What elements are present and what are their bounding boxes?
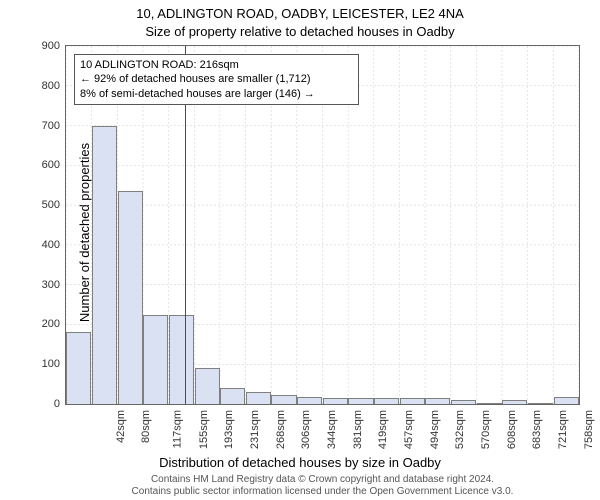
histogram-bar (92, 126, 117, 404)
y-tick-label: 0 (30, 398, 60, 410)
info-line3: 8% of semi-detached houses are larger (1… (80, 87, 353, 101)
chart-container: 10, ADLINGTON ROAD, OADBY, LEICESTER, LE… (0, 0, 600, 500)
histogram-bar (118, 191, 143, 404)
histogram-bar (271, 395, 296, 404)
attribution: Contains HM Land Registry data © Crown c… (65, 474, 580, 498)
x-tick-label: 494sqm (429, 410, 441, 449)
x-tick-label: 758sqm (583, 410, 595, 449)
chart-subtitle: Size of property relative to detached ho… (0, 24, 600, 39)
histogram-bar (502, 400, 527, 404)
x-axis-label: Distribution of detached houses by size … (0, 455, 600, 470)
histogram-bar (195, 368, 220, 404)
y-tick-label: 500 (30, 199, 60, 211)
x-tick-label: 80sqm (141, 410, 153, 443)
y-tick-label: 700 (30, 120, 60, 132)
histogram-bar (246, 392, 271, 404)
x-tick-label: 570sqm (480, 410, 492, 449)
histogram-bar (169, 315, 194, 405)
x-tick-label: 683sqm (531, 410, 543, 449)
x-tick-label: 419sqm (377, 410, 389, 449)
attribution-line1: Contains HM Land Registry data © Crown c… (65, 474, 580, 486)
x-tick-label: 381sqm (352, 410, 364, 449)
x-tick-label: 721sqm (557, 410, 569, 449)
histogram-bar (220, 388, 245, 404)
histogram-bar (143, 315, 168, 405)
x-tick-label: 457sqm (403, 410, 415, 449)
histogram-bar (528, 403, 553, 404)
x-tick-label: 231sqm (249, 410, 261, 449)
histogram-bar (374, 398, 399, 404)
info-box: 10 ADLINGTON ROAD: 216sqm ← 92% of detac… (74, 54, 359, 105)
histogram-bar (348, 398, 373, 404)
chart-title-address: 10, ADLINGTON ROAD, OADBY, LEICESTER, LE… (0, 6, 600, 21)
y-tick-label: 200 (30, 318, 60, 330)
x-tick-label: 155sqm (198, 410, 210, 449)
x-tick-label: 193sqm (224, 410, 236, 449)
y-tick-label: 100 (30, 358, 60, 370)
histogram-bar (323, 398, 348, 404)
attribution-line2: Contains public sector information licen… (65, 486, 580, 498)
x-tick-label: 117sqm (171, 410, 183, 448)
histogram-bar (451, 400, 476, 404)
plot-area: 10 ADLINGTON ROAD: 216sqm ← 92% of detac… (65, 45, 580, 405)
histogram-bar (400, 398, 425, 404)
x-tick-label: 306sqm (301, 410, 313, 449)
y-tick-label: 800 (30, 80, 60, 92)
y-tick-label: 900 (30, 40, 60, 52)
histogram-bar (66, 332, 91, 404)
y-tick-label: 400 (30, 239, 60, 251)
x-tick-label: 42sqm (115, 410, 127, 443)
histogram-bar (425, 398, 450, 404)
histogram-bar (554, 397, 579, 404)
info-line2: ← 92% of detached houses are smaller (1,… (80, 72, 353, 86)
x-tick-label: 268sqm (275, 410, 287, 449)
x-tick-label: 344sqm (326, 410, 338, 449)
histogram-bar (297, 397, 322, 404)
info-line1: 10 ADLINGTON ROAD: 216sqm (80, 58, 353, 72)
x-tick-label: 608sqm (506, 410, 518, 449)
histogram-bar (477, 403, 502, 404)
x-tick-label: 532sqm (454, 410, 466, 449)
y-tick-label: 600 (30, 159, 60, 171)
y-tick-label: 300 (30, 279, 60, 291)
